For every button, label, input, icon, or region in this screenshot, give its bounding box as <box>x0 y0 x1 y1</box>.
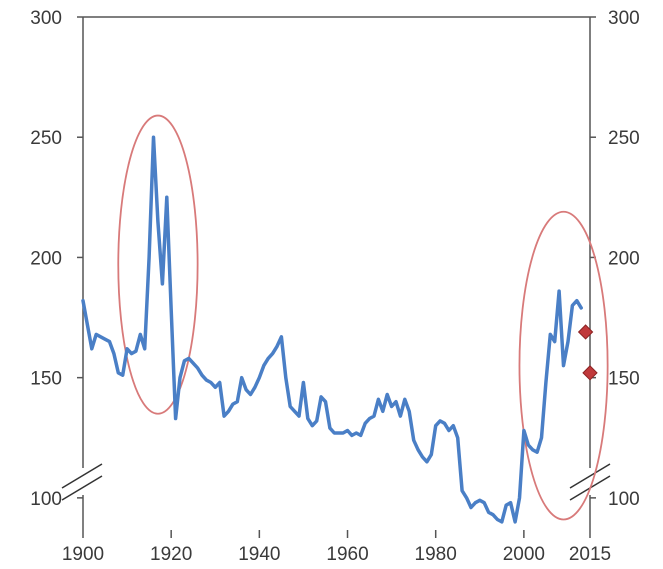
highlight-ellipse <box>117 114 199 415</box>
y-tick-label-left: 200 <box>30 248 62 269</box>
left-axis-break-icon <box>61 463 103 501</box>
series-line <box>81 135 583 524</box>
diamond-marker <box>577 324 594 340</box>
y-tick-label-left: 100 <box>30 489 62 510</box>
y-tick-label-right: 300 <box>608 8 640 29</box>
x-tick-label: 2015 <box>569 544 611 565</box>
x-tick-label: 1980 <box>415 544 457 565</box>
y-tick-label-left: 300 <box>30 8 62 29</box>
y-tick-label-right: 150 <box>608 369 640 390</box>
x-tick-label: 1940 <box>238 544 280 565</box>
x-tick-label: 2000 <box>503 544 545 565</box>
x-tick-label: 1920 <box>150 544 192 565</box>
right-axis-break-icon <box>569 463 611 501</box>
highlight-ellipse <box>518 210 609 521</box>
marker-group <box>577 324 598 381</box>
x-axis-ticks: 1900 1920 1940 1960 1980 2000 2015 <box>62 530 611 565</box>
series-group <box>81 135 583 524</box>
y-tick-label-left: 250 <box>30 128 62 149</box>
x-tick-label: 1960 <box>326 544 368 565</box>
y-tick-label-right: 200 <box>608 248 640 269</box>
y-tick-label-right: 100 <box>608 489 640 510</box>
y-tick-label-left: 150 <box>30 369 62 390</box>
chart-axes <box>61 16 611 530</box>
x-tick-label: 1900 <box>62 544 104 565</box>
highlight-ellipses <box>117 114 609 521</box>
y-tick-label-right: 250 <box>608 128 640 149</box>
diamond-marker <box>582 365 598 381</box>
y-axis-ticks: 100 100 150 150 200 200 250 250 300 300 <box>30 8 639 510</box>
